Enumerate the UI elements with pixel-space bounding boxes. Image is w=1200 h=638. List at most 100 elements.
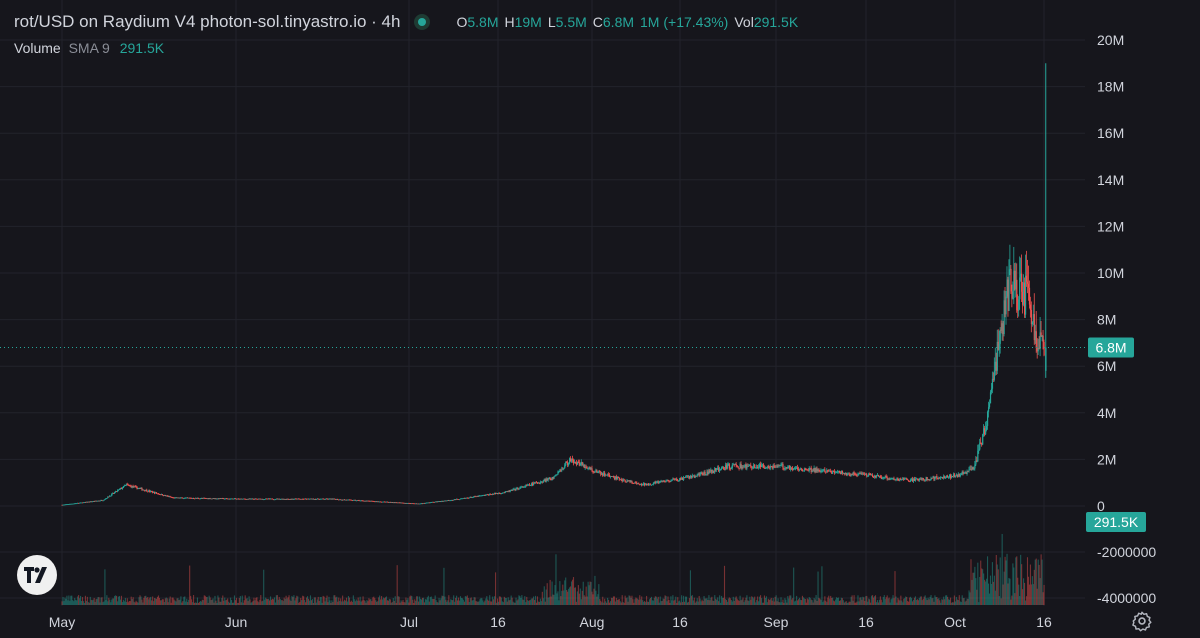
volume-bar: [351, 601, 353, 605]
price-axis[interactable]: 20M18M16M14M12M10M8M6M4M2M0-2000000-4000…: [1097, 32, 1156, 606]
ohlc-close: C6.8M: [593, 14, 634, 30]
candle-body: [643, 483, 645, 485]
symbol-legend[interactable]: rot/USD on Raydium V4 photon-sol.tinyast…: [14, 12, 804, 32]
candle-body: [967, 471, 969, 473]
volume-bar: [154, 597, 156, 605]
volume-bar: [211, 599, 213, 605]
candle-body: [429, 502, 431, 504]
volume-bar: [137, 602, 139, 605]
candle-body: [703, 471, 705, 475]
volume-bar: [1028, 584, 1030, 605]
candle-body: [613, 477, 616, 479]
volume-bar: [654, 596, 656, 605]
candle-body: [189, 497, 191, 499]
candle-body: [911, 478, 914, 482]
candle-body: [994, 361, 996, 371]
candle-body: [462, 498, 465, 499]
candle-body: [1034, 331, 1036, 341]
candle-body: [307, 498, 310, 500]
candle-body: [1045, 347, 1047, 371]
volume-bar: [401, 601, 403, 605]
volume-bar: [103, 601, 105, 605]
volume-bar: [87, 602, 89, 605]
volume-bar: [291, 595, 293, 605]
candle-body: [882, 477, 884, 479]
volume-tick-label: -4000000: [1097, 590, 1156, 606]
candle-body: [937, 478, 939, 480]
volume-bar: [884, 599, 886, 605]
volume-bar: [598, 584, 600, 605]
volume-bar: [788, 598, 790, 605]
candle-body: [232, 498, 235, 500]
volume-bar: [264, 599, 266, 605]
volume-bar: [976, 589, 978, 605]
candle-body: [569, 458, 571, 464]
candle-body: [992, 378, 995, 380]
volume-bar: [178, 600, 180, 605]
volume-bar: [554, 585, 556, 605]
candle-body: [636, 482, 638, 484]
volume-bar: [136, 601, 138, 605]
volume-legend[interactable]: Volume SMA 9 291.5K: [14, 40, 164, 56]
candle-body: [331, 498, 333, 500]
candle-body: [408, 503, 410, 504]
symbol-title[interactable]: rot/USD on Raydium V4 photon-sol.tinyast…: [14, 12, 401, 31]
volume-bar: [846, 602, 848, 605]
candle-body: [835, 472, 837, 474]
volume-bar: [240, 602, 242, 605]
volume-bar: [751, 596, 753, 605]
volume-bar: [112, 598, 114, 605]
candle-body: [786, 467, 788, 469]
candle-body: [193, 498, 195, 500]
volume-bar: [1016, 556, 1018, 605]
candle-body: [388, 502, 391, 503]
volume-bar: [655, 596, 657, 605]
volume-bar: [640, 599, 642, 605]
volume-bar: [339, 601, 341, 605]
candle-body: [94, 500, 96, 502]
volume-bar: [888, 597, 890, 605]
volume-bar: [744, 600, 746, 605]
candle-body: [236, 498, 239, 500]
tradingview-logo-icon[interactable]: [17, 555, 57, 595]
candle-body: [448, 500, 450, 501]
volume-bar: [227, 598, 229, 605]
volume-bar: [589, 581, 591, 605]
volume-bar: [189, 565, 191, 605]
volume-bar: [583, 595, 585, 605]
candle-body: [498, 493, 501, 494]
volume-bar: [193, 602, 196, 605]
volume-bar: [85, 600, 87, 605]
volume-bar: [281, 599, 283, 605]
candle-body: [914, 478, 917, 481]
volume-bar: [109, 599, 111, 605]
volume-bar: [651, 600, 653, 605]
candle-body: [885, 476, 887, 478]
volume-bar: [881, 602, 883, 605]
volume-bar: [441, 595, 443, 605]
candle-body: [122, 485, 125, 488]
time-axis[interactable]: May Jun Jul 16 Aug 16 Sep 16 Oct 16: [49, 614, 1052, 630]
volume-bar: [319, 597, 321, 605]
volume-bar: [171, 597, 173, 605]
volume-bar: [605, 601, 607, 605]
volume-bar: [507, 597, 509, 605]
candle-body: [177, 497, 179, 499]
candle-body: [1029, 304, 1032, 310]
candle-body: [226, 498, 228, 500]
volume-bar: [260, 595, 262, 605]
candle-body: [722, 467, 725, 469]
candle-body: [481, 495, 483, 497]
candle-body: [947, 475, 949, 478]
candle-body: [767, 466, 769, 468]
candle-body: [626, 480, 628, 483]
candle-body: [241, 498, 243, 500]
candle-body: [148, 490, 150, 492]
candle-body: [772, 465, 774, 469]
volume-bar: [612, 596, 615, 605]
gear-icon[interactable]: [1131, 610, 1153, 632]
candle-body: [128, 485, 130, 486]
volume-bar: [277, 599, 279, 605]
volume-bar: [559, 581, 561, 605]
